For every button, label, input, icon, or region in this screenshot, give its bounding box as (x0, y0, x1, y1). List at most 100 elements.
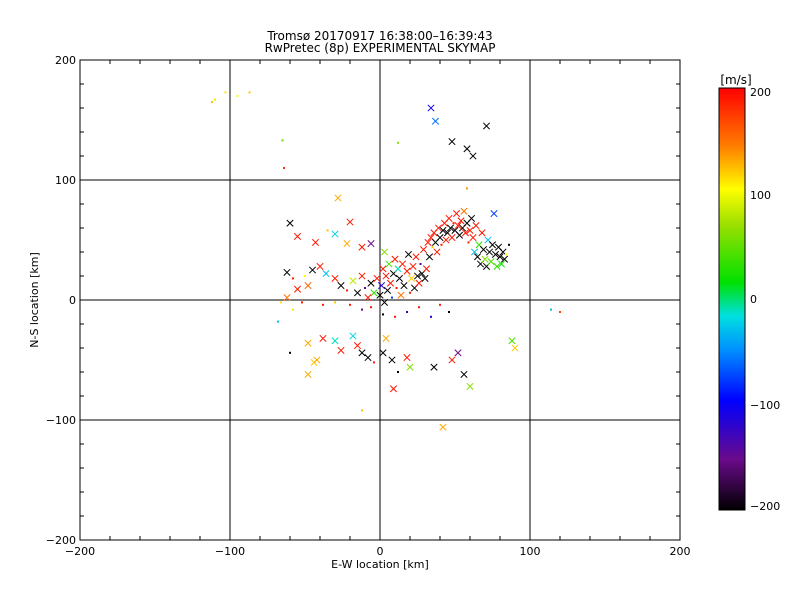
data-point-cross (283, 268, 291, 276)
data-point-cross (466, 382, 474, 390)
data-point-cross (452, 210, 461, 218)
data-point-cross (286, 219, 294, 227)
data-point-cross (322, 270, 330, 278)
data-point-cross (460, 207, 468, 215)
data-point-dot (550, 308, 552, 311)
data-point-dot (280, 301, 282, 304)
data-point-cross (415, 279, 423, 287)
colorbar-tick-label: 0 (750, 293, 757, 306)
data-point-cross (473, 253, 482, 261)
data-point-cross (448, 356, 456, 364)
data-point-dot (419, 263, 422, 265)
data-point-dot (409, 291, 411, 294)
data-point-dot (346, 289, 348, 292)
data-point-dot (214, 98, 216, 101)
data-point-cross (431, 117, 440, 125)
data-point-cross (304, 339, 312, 347)
data-point-dot (248, 91, 251, 94)
data-point-cross (508, 337, 516, 345)
data-point-cross (427, 104, 435, 112)
data-point-dot (448, 311, 450, 313)
data-point-cross (293, 285, 302, 293)
x-tick-label: 200 (670, 545, 691, 558)
data-point-cross (434, 224, 443, 232)
data-point-cross (446, 224, 455, 232)
data-point-cross (466, 226, 474, 234)
data-point-cross (293, 232, 302, 240)
data-point-cross (454, 349, 462, 357)
data-point-dot (505, 253, 507, 256)
x-axis-label: E-W location [km] (331, 558, 429, 571)
data-point-cross (367, 279, 375, 287)
x-tick-label: 100 (520, 545, 541, 558)
data-point-cross (304, 370, 312, 378)
data-point-cross (488, 241, 497, 249)
data-point-dot (452, 222, 455, 225)
data-point-cross (454, 222, 462, 230)
data-point-cross (433, 248, 441, 256)
x-tick-labels: −200 −100 0 100 200 (65, 545, 691, 558)
colorbar-tick-label: −100 (750, 399, 780, 412)
data-point-cross (370, 289, 378, 297)
data-point-cross (448, 138, 456, 146)
data-point-cross (436, 234, 444, 242)
data-point-cross (421, 274, 429, 282)
data-point-cross (478, 229, 486, 237)
y-tick-label: −100 (46, 414, 76, 427)
data-point-cross (316, 262, 324, 270)
data-point-cross (442, 236, 450, 244)
data-point-dot (440, 243, 443, 246)
data-point-dot (467, 241, 470, 244)
data-point-cross (472, 222, 480, 230)
data-point-cross (497, 260, 506, 268)
data-point-dot (431, 246, 434, 249)
data-point-dot (361, 409, 363, 412)
data-point-cross (404, 250, 413, 258)
x-tick-label: −200 (65, 545, 95, 558)
data-point-dot (508, 243, 510, 246)
data-point-cross (379, 349, 387, 357)
data-point-dot (349, 303, 351, 306)
y-tick-label: 0 (69, 294, 76, 307)
data-point-cross (283, 294, 291, 302)
data-point-cross (349, 332, 357, 340)
colorbar-tick-label: 200 (750, 86, 771, 99)
data-point-cross (398, 260, 407, 268)
data-point-cross (455, 231, 464, 239)
data-point-cross (313, 356, 321, 364)
data-point-dot (211, 101, 213, 103)
data-point-cross (406, 363, 414, 371)
data-point-cross (419, 246, 428, 254)
data-point-cross (439, 226, 447, 234)
data-point-cross (334, 194, 342, 202)
data-point-cross (469, 152, 477, 160)
data-point-cross (358, 272, 366, 280)
data-point-dot (439, 303, 441, 306)
data-point-dot (394, 315, 396, 318)
data-point-cross (364, 354, 372, 362)
data-point-dot (292, 277, 294, 280)
data-point-cross (469, 234, 477, 242)
data-point-cross (467, 214, 476, 222)
data-point-cross (353, 289, 362, 297)
data-point-dot (391, 296, 393, 299)
data-point-cross (482, 122, 491, 130)
data-point-cross (382, 334, 390, 342)
data-point-cross (490, 210, 498, 218)
data-point-cross (364, 294, 372, 302)
data-point-dot (236, 95, 239, 97)
data-point-cross (457, 217, 465, 225)
data-point-cross (385, 260, 393, 268)
data-point-cross (481, 255, 489, 263)
data-point-dot (430, 315, 432, 318)
grid (80, 60, 680, 540)
data-point-cross (379, 265, 387, 273)
data-point-cross (382, 272, 390, 280)
data-point-dot (466, 187, 468, 190)
data-point-cross (343, 240, 351, 248)
data-point-dot (370, 306, 372, 309)
y-tick-label: 200 (55, 54, 76, 67)
data-point-cross (413, 272, 422, 280)
data-point-cross (311, 238, 320, 246)
